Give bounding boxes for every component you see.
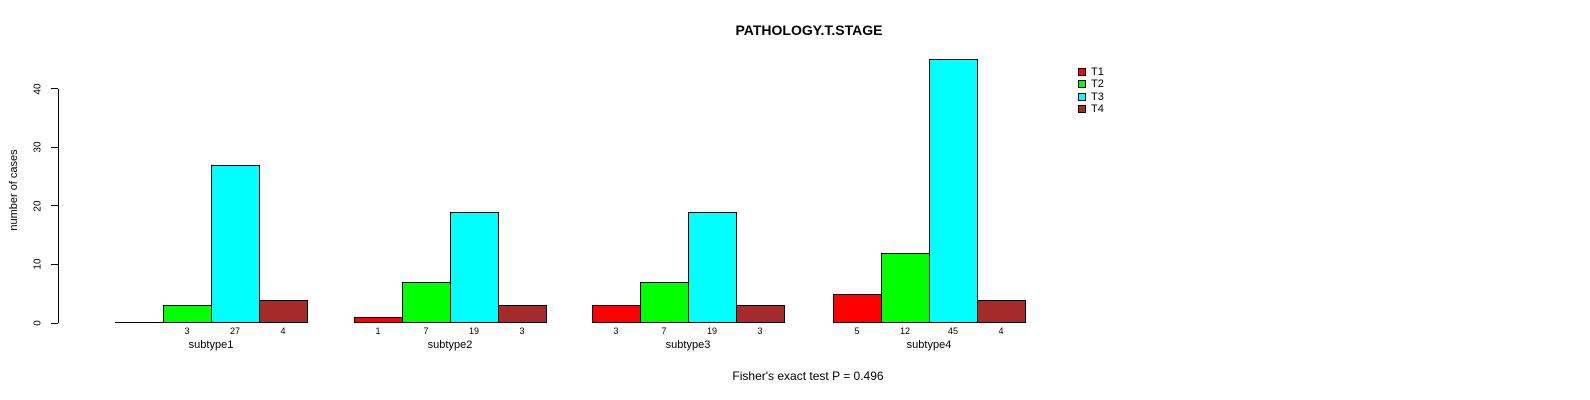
bar-value-label-subtype3-T3: 19 — [706, 326, 717, 336]
y-tick — [51, 263, 58, 265]
bar-value-label-subtype3-T4: 3 — [757, 326, 763, 336]
legend-swatch-T3 — [1078, 92, 1086, 101]
bar-value-label-subtype2-T1: 1 — [375, 326, 381, 336]
y-tick-label: 40 — [32, 83, 44, 95]
bar-value-label-subtype4-T3: 45 — [947, 326, 958, 336]
bar-T4-subtype4 — [977, 299, 1026, 323]
legend-label-T1: T1 — [1091, 66, 1104, 79]
y-tick-label: 20 — [32, 200, 44, 212]
footer-stat-text: Fisher's exact test P = 0.496 — [732, 369, 884, 383]
bar-value-label-subtype4-T4: 4 — [998, 326, 1004, 336]
bar-value-label-subtype4-T2: 12 — [899, 326, 910, 336]
bar-T4-subtype2 — [498, 305, 547, 323]
y-axis-line — [58, 89, 59, 323]
legend-label-T4: T4 — [1091, 102, 1104, 115]
bar-T3-subtype3 — [688, 211, 737, 323]
legend-item-T1: T1 — [1078, 66, 1104, 78]
bar-T2-subtype1 — [163, 305, 212, 323]
bar-T4-subtype1 — [259, 299, 308, 323]
legend-swatch-T1 — [1078, 68, 1086, 77]
bar-value-label-subtype2-T2: 7 — [423, 326, 429, 336]
category-label-subtype2: subtype2 — [427, 339, 473, 351]
bar-T4-subtype3 — [736, 305, 785, 323]
bar-T2-subtype4 — [881, 252, 930, 323]
bar-value-label-subtype1-T3: 27 — [229, 326, 240, 336]
bar-T2-subtype3 — [640, 281, 689, 323]
category-label-subtype1: subtype1 — [188, 339, 234, 351]
bar-T1-subtype3 — [592, 305, 641, 323]
y-tick — [51, 146, 58, 148]
legend-swatch-T2 — [1078, 80, 1086, 89]
legend-item-T4: T4 — [1078, 103, 1104, 115]
y-axis-label: number of cases — [8, 149, 20, 231]
bar-value-label-subtype4-T1: 5 — [854, 326, 860, 336]
y-tick — [51, 205, 58, 207]
category-label-subtype3: subtype3 — [665, 339, 711, 351]
legend: T1 T2 T3 T4 — [1078, 66, 1104, 115]
bar-value-label-subtype3-T2: 7 — [661, 326, 667, 336]
legend-item-T2: T2 — [1078, 78, 1104, 90]
y-tick-label: 10 — [32, 258, 44, 270]
bar-T1-subtype4 — [833, 293, 882, 323]
chart-title: PATHOLOGY.T.STAGE — [735, 22, 883, 38]
y-tick-label: 30 — [32, 141, 44, 153]
bar-T2-subtype2 — [402, 281, 451, 323]
bar-value-label-subtype1-T2: 3 — [184, 326, 190, 336]
legend-swatch-T4 — [1078, 104, 1086, 113]
bar-T1-subtype1-zero — [115, 322, 164, 323]
bar-value-label-subtype2-T4: 3 — [519, 326, 525, 336]
y-tick — [51, 88, 58, 90]
bar-T3-subtype1 — [211, 164, 260, 323]
y-tick — [51, 322, 58, 324]
category-label-subtype4: subtype4 — [906, 339, 952, 351]
legend-label-T2: T2 — [1091, 78, 1104, 91]
bar-T3-subtype4 — [929, 59, 978, 323]
bar-value-label-subtype2-T3: 19 — [468, 326, 479, 336]
bar-value-label-subtype1-T4: 4 — [280, 326, 286, 336]
y-tick-label: 0 — [32, 320, 44, 326]
legend-label-T3: T3 — [1091, 90, 1104, 103]
bar-T3-subtype2 — [450, 211, 499, 323]
bar-T1-subtype2 — [354, 317, 403, 323]
bar-value-label-subtype3-T1: 3 — [613, 326, 619, 336]
legend-item-T3: T3 — [1078, 91, 1104, 103]
